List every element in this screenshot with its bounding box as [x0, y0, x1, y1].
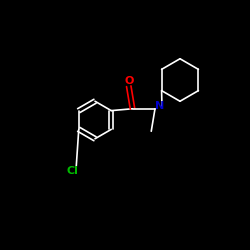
Text: Cl: Cl	[66, 166, 78, 176]
Text: O: O	[124, 76, 134, 86]
Text: N: N	[155, 101, 164, 111]
